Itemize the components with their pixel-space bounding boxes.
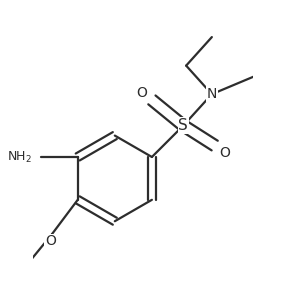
Text: NH$_2$: NH$_2$ — [7, 149, 32, 164]
Text: S: S — [178, 118, 188, 133]
Text: O: O — [45, 234, 56, 248]
Text: O: O — [136, 86, 147, 100]
Text: N: N — [207, 87, 217, 101]
Text: O: O — [219, 146, 230, 160]
